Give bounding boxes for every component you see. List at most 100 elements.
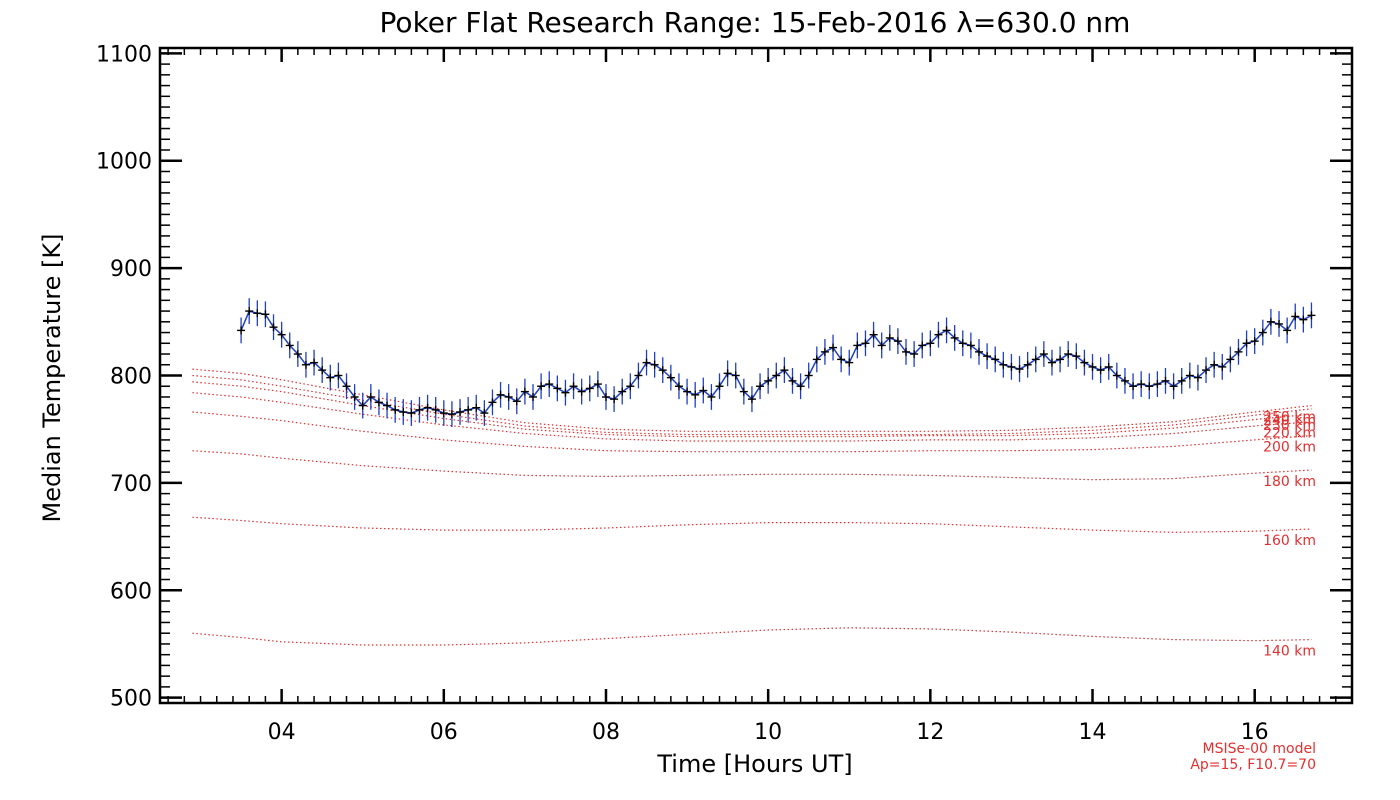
data-point-marker: [318, 366, 327, 375]
data-point-marker: [1015, 365, 1024, 374]
data-point-marker: [1031, 355, 1040, 364]
data-point-marker: [861, 339, 870, 348]
model-series-label: 250 km: [1263, 410, 1316, 426]
x-axis-label: Time [Hours UT]: [656, 750, 852, 778]
data-point-marker: [666, 373, 675, 382]
data-point-marker: [1226, 355, 1235, 364]
data-point-marker: [691, 390, 700, 399]
y-tick-label: 1100: [96, 42, 152, 67]
axis-ticks: 04 06 08 10 12 14 16 500 600 700 800 900 1000 1100: [96, 42, 1353, 745]
model-name-note: MSISe-00 model: [1202, 741, 1316, 757]
data-point-marker: [1307, 311, 1316, 320]
data-point-marker: [1153, 380, 1162, 389]
data-point-marker: [869, 330, 878, 339]
data-point-marker: [301, 360, 310, 369]
data-point-marker: [1283, 326, 1292, 335]
data-point-marker: [958, 339, 967, 348]
model-series-line: [192, 368, 1312, 432]
data-point-marker: [1039, 350, 1048, 359]
data-point-marker: [1007, 362, 1016, 371]
y-axis-label: Median Temperature [K]: [38, 233, 66, 522]
data-point-marker: [383, 401, 392, 410]
data-point-marker: [942, 326, 951, 335]
data-point-marker: [715, 382, 724, 391]
data-point-marker: [780, 366, 789, 375]
chart-title: Poker Flat Research Range: 15-Feb-2016 λ…: [380, 6, 1131, 39]
data-point-marker: [1056, 355, 1065, 364]
y-tick-label: 700: [110, 472, 152, 497]
data-point-marker: [577, 387, 586, 396]
data-point-marker: [902, 347, 911, 356]
data-point-marker: [910, 350, 919, 359]
x-tick-label: 08: [592, 720, 620, 745]
data-point-marker: [1080, 358, 1089, 367]
data-point-marker: [764, 376, 773, 385]
data-point-marker: [561, 388, 570, 397]
data-point-marker: [472, 403, 481, 412]
data-point-marker: [812, 355, 821, 364]
data-point-marker: [277, 330, 286, 339]
data-point-marker: [1250, 337, 1259, 346]
model-series-label: 230 km: [1263, 418, 1316, 434]
data-point-marker: [237, 326, 246, 335]
data-point-marker: [739, 387, 748, 396]
data-point-marker: [1129, 382, 1138, 391]
model-series-line: [192, 374, 1312, 436]
data-point-marker: [480, 409, 489, 418]
data-point-marker: [658, 366, 667, 375]
data-point-marker: [1112, 371, 1121, 380]
data-point-marker: [1299, 315, 1308, 324]
data-point-marker: [358, 401, 367, 410]
data-point-marker: [374, 398, 383, 407]
data-point-marker: [1234, 347, 1243, 356]
data-point-marker: [1218, 362, 1227, 371]
data-point-marker: [1161, 376, 1170, 385]
data-point-marker: [918, 341, 927, 350]
model-series-label: 160 km: [1263, 533, 1316, 549]
data-point-marker: [415, 405, 424, 414]
data-point-marker: [983, 352, 992, 361]
data-point-marker: [707, 392, 716, 401]
data-point-marker: [731, 371, 740, 380]
x-tick-label: 10: [754, 720, 782, 745]
data-point-marker: [399, 408, 408, 417]
x-tick-label: 14: [1079, 720, 1107, 745]
data-point-marker: [1104, 362, 1113, 371]
data-point-marker: [610, 395, 619, 404]
error-bars: [240, 298, 1313, 428]
model-series-line: [192, 516, 1312, 533]
data-point-marker: [496, 390, 505, 399]
data-point-marker: [504, 392, 513, 401]
x-tick-label: 06: [430, 720, 458, 745]
data-point-marker: [950, 333, 959, 342]
model-series-line: [192, 411, 1312, 453]
data-point-marker: [1145, 382, 1154, 391]
data-point-marker: [772, 371, 781, 380]
data-point-marker: [593, 380, 602, 389]
data-point-marker: [829, 343, 838, 352]
data-point-marker: [520, 387, 529, 396]
data-point-marker: [334, 371, 343, 380]
data-point-marker: [796, 382, 805, 391]
data-point-marker: [1291, 312, 1300, 321]
data-point-marker: [966, 341, 975, 350]
data-point-marker: [1088, 362, 1097, 371]
model-lines: [192, 368, 1312, 646]
data-point-marker: [845, 358, 854, 367]
data-point-marker: [326, 373, 335, 382]
data-point-marker: [1275, 319, 1284, 328]
data-point-marker: [391, 405, 400, 414]
data-point-marker: [747, 395, 756, 404]
model-params-note: Ap=15, F10.7=70: [1190, 757, 1316, 773]
data-point-marker: [1072, 352, 1081, 361]
data-point-marker: [269, 323, 278, 332]
data-point-marker: [245, 307, 254, 316]
model-series-label: 140 km: [1263, 644, 1316, 660]
data-point-marker: [350, 392, 359, 401]
model-series-line: [192, 450, 1312, 481]
model-series-label: 180 km: [1263, 474, 1316, 490]
data-point-marker: [310, 358, 319, 367]
data-point-marker: [512, 397, 521, 406]
data-point-marker: [342, 382, 351, 391]
